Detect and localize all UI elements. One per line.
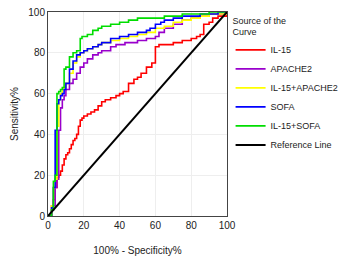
svg-text:SOFA: SOFA [271, 102, 295, 112]
svg-text:40: 40 [34, 129, 46, 140]
svg-text:Reference Line: Reference Line [271, 140, 332, 150]
svg-text:100% - Specificity%: 100% - Specificity% [93, 245, 181, 256]
svg-text:80: 80 [34, 47, 46, 58]
svg-text:100: 100 [28, 7, 45, 18]
svg-text:100: 100 [219, 220, 236, 231]
svg-text:0: 0 [45, 220, 51, 231]
svg-text:IL-15+APACHE2: IL-15+APACHE2 [271, 83, 338, 93]
svg-text:IL-15: IL-15 [271, 45, 292, 55]
svg-text:40: 40 [114, 220, 126, 231]
svg-text:Source of theCurve: Source of theCurve [233, 16, 287, 38]
svg-text:20: 20 [34, 170, 46, 181]
svg-text:Sensitivity%: Sensitivity% [9, 87, 20, 141]
svg-text:APACHE2: APACHE2 [271, 64, 312, 74]
svg-text:60: 60 [34, 88, 46, 99]
svg-text:0: 0 [39, 211, 45, 222]
svg-text:60: 60 [150, 220, 162, 231]
svg-text:IL-15+SOFA: IL-15+SOFA [271, 121, 321, 131]
svg-text:80: 80 [186, 220, 198, 231]
svg-text:20: 20 [78, 220, 90, 231]
